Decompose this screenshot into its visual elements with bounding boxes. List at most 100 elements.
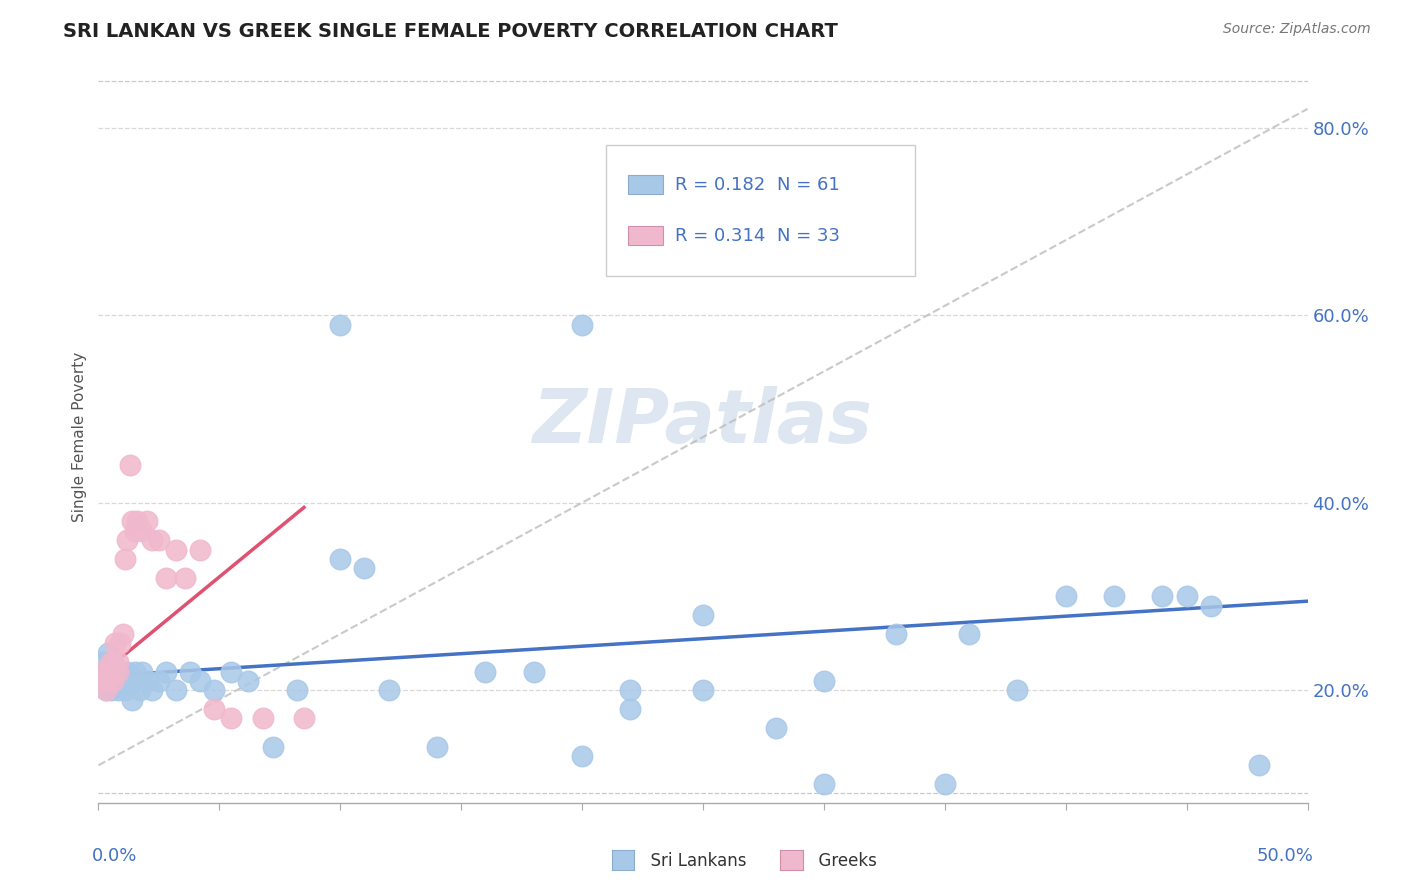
Point [1054, 590, 1077, 604]
Point [111, 665, 134, 679]
Point [474, 665, 496, 679]
Point [765, 721, 787, 735]
FancyBboxPatch shape [606, 145, 915, 277]
Point [127, 673, 149, 688]
Point [252, 711, 274, 725]
Text: Greeks: Greeks [808, 852, 877, 870]
Point [124, 524, 146, 538]
Point [118, 458, 141, 473]
Point [377, 683, 399, 698]
Point [174, 571, 197, 585]
Point [148, 673, 170, 688]
Point [813, 673, 835, 688]
Point [114, 683, 136, 698]
Bar [628, 175, 662, 194]
Point [91, 655, 114, 669]
Point [108, 673, 131, 688]
Point [292, 711, 315, 725]
Point [692, 608, 714, 623]
Point [107, 655, 129, 669]
Point [179, 665, 201, 679]
Point [329, 318, 352, 332]
Point [104, 665, 127, 679]
Text: ZIPatlas: ZIPatlas [533, 386, 873, 459]
Point [100, 655, 122, 669]
Point [238, 673, 260, 688]
Point [1152, 590, 1174, 604]
Text: SRI LANKAN VS GREEK SINGLE FEMALE POVERTY CORRELATION CHART: SRI LANKAN VS GREEK SINGLE FEMALE POVERT… [63, 22, 838, 41]
Point [285, 683, 308, 698]
Point [101, 673, 124, 688]
Point [155, 665, 177, 679]
Point [221, 711, 243, 725]
Point [101, 655, 124, 669]
Point [204, 683, 226, 698]
Text: R = 0.314: R = 0.314 [675, 227, 765, 245]
Point [1102, 590, 1125, 604]
Point [94, 665, 117, 679]
Point [141, 533, 163, 548]
Point [1199, 599, 1222, 613]
Point [426, 739, 449, 754]
Text: 50.0%: 50.0% [1257, 847, 1313, 864]
Point [97, 673, 120, 688]
Point [108, 636, 131, 650]
Point [127, 515, 149, 529]
Point [523, 665, 546, 679]
Point [135, 673, 157, 688]
Point [117, 665, 139, 679]
Point [886, 627, 908, 641]
Point [100, 665, 122, 679]
Point [97, 673, 120, 688]
Point [148, 533, 170, 548]
Text: R = 0.182: R = 0.182 [675, 176, 765, 194]
Point [204, 702, 226, 716]
Point [124, 665, 146, 679]
Point [90, 665, 112, 679]
Point [114, 552, 136, 566]
Point [141, 683, 163, 698]
Point [262, 739, 284, 754]
Point [221, 665, 243, 679]
Point [131, 524, 153, 538]
Point [131, 665, 153, 679]
Bar [628, 227, 662, 245]
Point [353, 561, 375, 575]
Point [97, 646, 120, 660]
Point [188, 673, 211, 688]
Point [104, 665, 127, 679]
Point [100, 683, 122, 698]
Text: N = 61: N = 61 [778, 176, 841, 194]
Point [104, 636, 127, 650]
Text: Sri Lankans: Sri Lankans [640, 852, 747, 870]
Point [128, 683, 150, 698]
Point [1175, 590, 1198, 604]
Point [619, 683, 641, 698]
Point [957, 627, 980, 641]
Point [107, 665, 129, 679]
Point [91, 673, 114, 688]
Point [94, 683, 117, 698]
Point [117, 533, 139, 548]
Point [135, 515, 157, 529]
Text: Source: ZipAtlas.com: Source: ZipAtlas.com [1223, 22, 1371, 37]
Point [94, 683, 117, 698]
Point [188, 542, 211, 557]
Point [1007, 683, 1029, 698]
Point [101, 655, 124, 669]
Point [155, 571, 177, 585]
Point [111, 627, 134, 641]
Point [118, 673, 141, 688]
Point [571, 748, 593, 763]
Point [165, 683, 187, 698]
Point [100, 665, 122, 679]
Point [1249, 758, 1271, 772]
Point [934, 777, 956, 791]
Point [571, 318, 593, 332]
Point [101, 673, 124, 688]
Point [165, 542, 187, 557]
Point [692, 683, 714, 698]
Text: 0.0%: 0.0% [93, 847, 138, 864]
Point [329, 552, 352, 566]
Point [91, 673, 114, 688]
